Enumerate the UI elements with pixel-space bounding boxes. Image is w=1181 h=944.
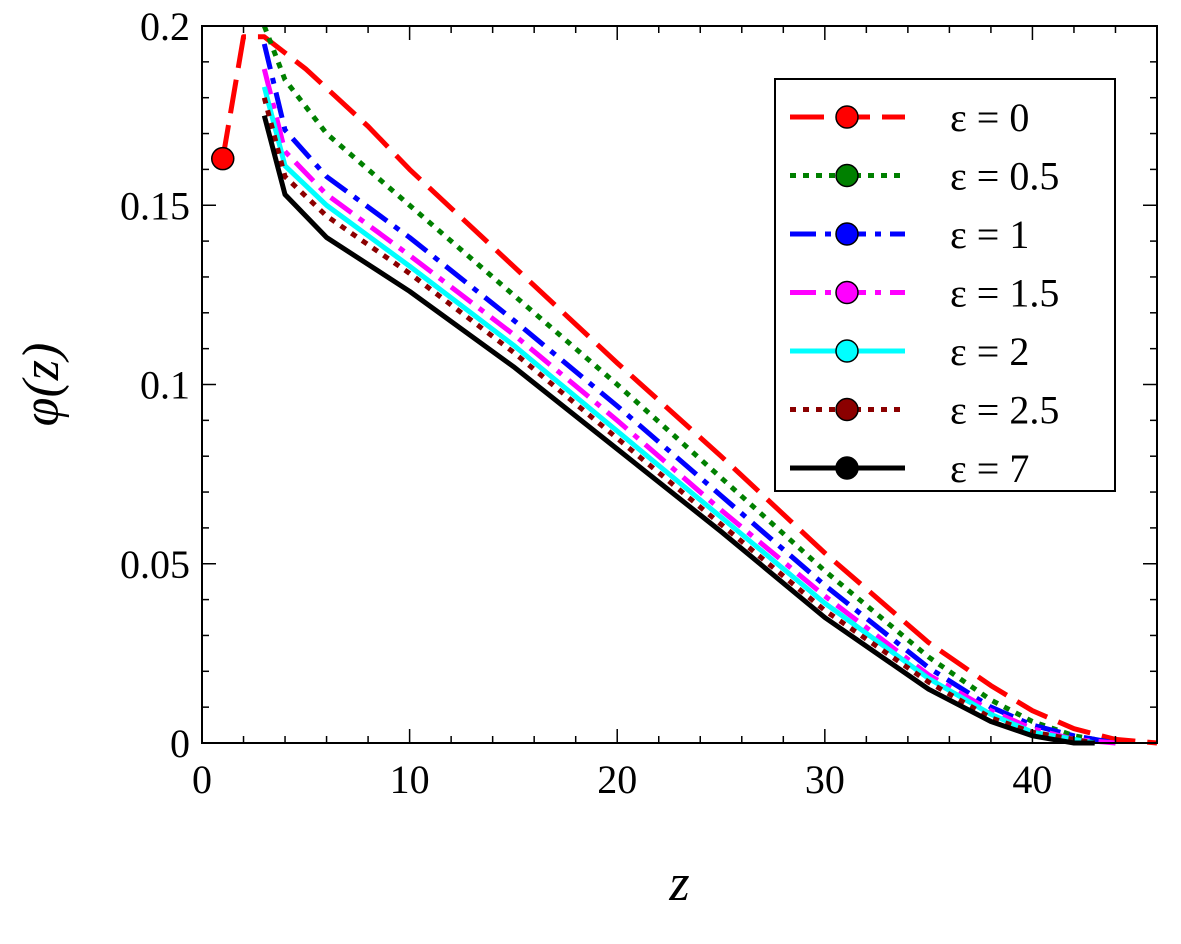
x-tick-label: 20 bbox=[597, 757, 637, 802]
legend-box bbox=[774, 78, 1116, 492]
legend-marker bbox=[835, 280, 859, 305]
series-point-0 bbox=[211, 146, 235, 171]
y-axis-title: φ(z) bbox=[13, 343, 70, 427]
legend-label: ε = 0.5 bbox=[950, 154, 1059, 199]
y-tick-label: 0.15 bbox=[120, 183, 190, 228]
legend-label: ε = 7 bbox=[950, 446, 1029, 491]
y-tick-label: 0.05 bbox=[120, 542, 190, 587]
legend-marker bbox=[835, 339, 859, 363]
x-axis-title: z bbox=[668, 855, 689, 912]
legend-label: ε = 2.5 bbox=[950, 388, 1059, 433]
y-tick-label: 0.2 bbox=[140, 4, 190, 49]
x-tick-label: 30 bbox=[805, 757, 845, 802]
y-tick-label: 0.1 bbox=[140, 363, 190, 408]
x-tick-label: 10 bbox=[390, 757, 430, 802]
legend-label: ε = 1 bbox=[950, 212, 1029, 257]
series-line-2 bbox=[261, 43, 1116, 746]
x-tick-label: 40 bbox=[1012, 757, 1052, 802]
tick-labels: 0 10 20 30 40 0 0.05 0.1 0.15 0.2 bbox=[120, 4, 1052, 802]
legend: ε = 0 ε = 0.5 ε = 1 ε = 1.5 ε = 2 ε = 2.5 ε = … bbox=[774, 78, 1116, 492]
series-line-1 bbox=[261, 25, 1116, 746]
legend-marker bbox=[835, 163, 859, 188]
y-tick-label: 0 bbox=[170, 721, 190, 766]
legend-marker bbox=[835, 456, 859, 480]
x-tick-label: 0 bbox=[192, 757, 212, 802]
legend-label: ε = 2 bbox=[950, 329, 1029, 374]
legend-marker bbox=[835, 222, 859, 246]
legend-label: ε = 0 bbox=[950, 95, 1029, 140]
legend-marker bbox=[835, 397, 859, 422]
plot-frame bbox=[201, 25, 1158, 744]
legend-marker bbox=[835, 105, 859, 129]
series-line-0 bbox=[220, 34, 1158, 746]
series-line-3 bbox=[261, 68, 1116, 746]
legend-label: ε = 1.5 bbox=[950, 271, 1059, 316]
